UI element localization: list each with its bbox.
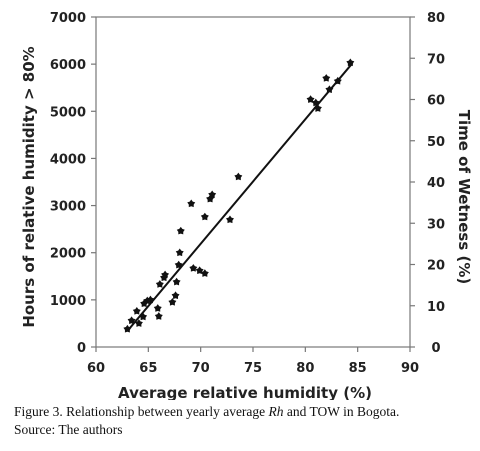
trendline	[126, 62, 354, 332]
y-tick-label: 5000	[50, 105, 86, 120]
y2-tick-label: 70	[427, 52, 445, 67]
data-point	[154, 312, 163, 320]
data-point	[139, 312, 148, 321]
data-point	[171, 291, 180, 300]
y-tick-label: 0	[77, 341, 86, 356]
data-point	[175, 248, 184, 257]
caption-text: Figure 3. Relationship between yearly av…	[14, 404, 269, 419]
data-point	[172, 277, 181, 286]
data-point	[333, 76, 342, 85]
data-point	[189, 264, 198, 272]
data-point	[134, 319, 143, 327]
data-point	[168, 298, 177, 306]
data-point	[311, 98, 320, 107]
data-point	[325, 85, 334, 93]
y-axis-left: 0 1000 2000 3000 4000 5000 6000 7000	[50, 11, 96, 356]
data-point	[346, 58, 355, 67]
data-point	[146, 295, 155, 304]
x-tick-label: 85	[349, 361, 367, 376]
caption-rh: Rh	[268, 404, 284, 419]
data-point	[322, 74, 331, 82]
data-point	[132, 306, 141, 315]
trendline-group	[126, 62, 354, 332]
data-point	[176, 226, 185, 235]
data-point	[123, 324, 132, 333]
y2-tick-label: 20	[427, 259, 445, 274]
y-tick-label: 4000	[50, 152, 86, 167]
data-point	[153, 304, 162, 312]
data-points	[123, 58, 355, 333]
data-point	[127, 316, 136, 324]
y2-axis-title: Time of Wetness (%)	[455, 110, 473, 284]
data-point	[206, 194, 215, 203]
x-tick-label: 90	[401, 361, 419, 376]
y2-tick-label: 60	[427, 94, 445, 109]
x-tick-label: 75	[244, 361, 262, 376]
y-tick-label: 7000	[50, 11, 86, 26]
data-point	[187, 199, 196, 208]
x-tick-label: 60	[87, 361, 105, 376]
y2-tick-label: 50	[427, 135, 445, 150]
data-point	[225, 215, 234, 224]
data-point	[313, 104, 322, 112]
y2-tick-label: 40	[427, 176, 445, 191]
y2-tick-label: 0	[431, 341, 440, 356]
caption-text-end: and TOW in Bogota.	[283, 404, 400, 419]
data-point	[306, 95, 315, 103]
x-tick-label: 70	[192, 361, 210, 376]
data-point	[155, 280, 164, 288]
y-tick-label: 2000	[50, 247, 86, 262]
x-axis: 60 65 70 75 80 85 90	[87, 347, 419, 376]
x-axis-title: Average relative humidity (%)	[118, 384, 372, 400]
y-tick-label: 1000	[50, 294, 86, 309]
scatter-chart: 60 65 70 75 80 85 90 0100020003000400050006000…	[20, 11, 473, 400]
data-point	[140, 299, 149, 308]
x-tick-label: 80	[296, 361, 314, 376]
data-point	[174, 260, 183, 269]
y-tick-label: 6000	[50, 58, 86, 73]
data-point	[161, 270, 170, 279]
y-tick-label: 3000	[50, 200, 86, 215]
y2-tick-label: 10	[427, 300, 445, 315]
figure-caption: Figure 3. Relationship between yearly av…	[14, 404, 399, 420]
data-point	[200, 269, 209, 277]
figure-source: Source: The authors	[14, 422, 123, 437]
data-point	[234, 172, 243, 181]
y2-tick-label: 30	[427, 217, 445, 232]
y2-tick-label: 80	[427, 11, 445, 26]
y-axis-title: Hours of relative humidity > 80%	[20, 46, 38, 327]
x-tick-label: 65	[139, 361, 157, 376]
data-point	[200, 212, 209, 221]
y-axis-right: 0 10 20 30 40 50 60 70 80	[410, 11, 445, 356]
data-point	[208, 190, 217, 199]
